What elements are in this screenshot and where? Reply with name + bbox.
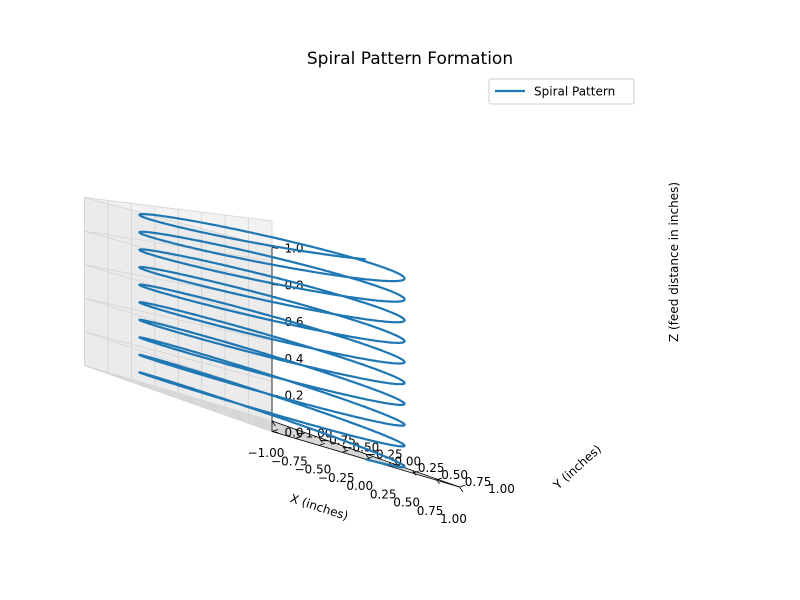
z-tick-label: 1.0 (284, 242, 303, 256)
y-tick-label: 0.50 (441, 468, 468, 482)
x-axis-label: X (inches) (288, 491, 350, 523)
grid-line-z (84, 264, 273, 322)
y-axis-label: Y (inches) (550, 442, 604, 493)
x-tick-label: −0.25 (318, 471, 355, 485)
y-tick (295, 436, 302, 439)
x-tick-label: −1.00 (248, 446, 285, 460)
x-tick-label: 0.25 (370, 487, 397, 501)
x-tick-label: 0.75 (417, 504, 444, 518)
z-tick (271, 431, 279, 433)
z-tick (271, 247, 279, 249)
y-tick-label: −1.00 (296, 427, 333, 441)
x-tick (459, 486, 464, 493)
z-axis-label: Z (feed distance in inches) (667, 182, 681, 342)
series-line-spiral-pattern (138, 213, 406, 469)
legend-box (488, 78, 635, 105)
x-tick (295, 429, 300, 435)
y-tick-label: 1.00 (488, 482, 515, 496)
tick-labels: −1.00−0.75−0.50−0.250.000.250.500.751.00… (248, 242, 515, 527)
x-tick-label: −0.50 (294, 463, 331, 477)
grid-line-z (84, 197, 273, 248)
series-group (138, 213, 406, 469)
x-tick-label: −0.75 (271, 454, 308, 468)
y-tick-label: −0.25 (366, 447, 403, 461)
x-tick-label: 0.00 (346, 479, 373, 493)
y-tick (435, 477, 443, 481)
legend: Spiral Pattern (488, 78, 635, 105)
y-tick (459, 484, 466, 488)
grid-line-z (84, 331, 273, 396)
y-tick-label: −0.75 (319, 433, 356, 447)
x-tick-label: 1.00 (440, 512, 467, 526)
x-tick (412, 470, 417, 476)
y-tick (271, 429, 279, 432)
y-tick (318, 442, 326, 446)
z-tick-label: 0.0 (284, 426, 303, 440)
legend-label: Spiral Pattern (534, 85, 615, 99)
y-tick (342, 449, 349, 453)
x-tick (341, 445, 347, 451)
y-tick-label: 0.25 (418, 461, 445, 475)
y-tick-label: 0.75 (465, 475, 492, 489)
grid-line-z (84, 365, 273, 432)
x-tick (318, 437, 323, 443)
y-tick (412, 470, 419, 474)
x-tick-label: 0.50 (393, 496, 420, 510)
chart-title: Spiral Pattern Formation (307, 49, 513, 69)
x-tick (271, 420, 276, 427)
